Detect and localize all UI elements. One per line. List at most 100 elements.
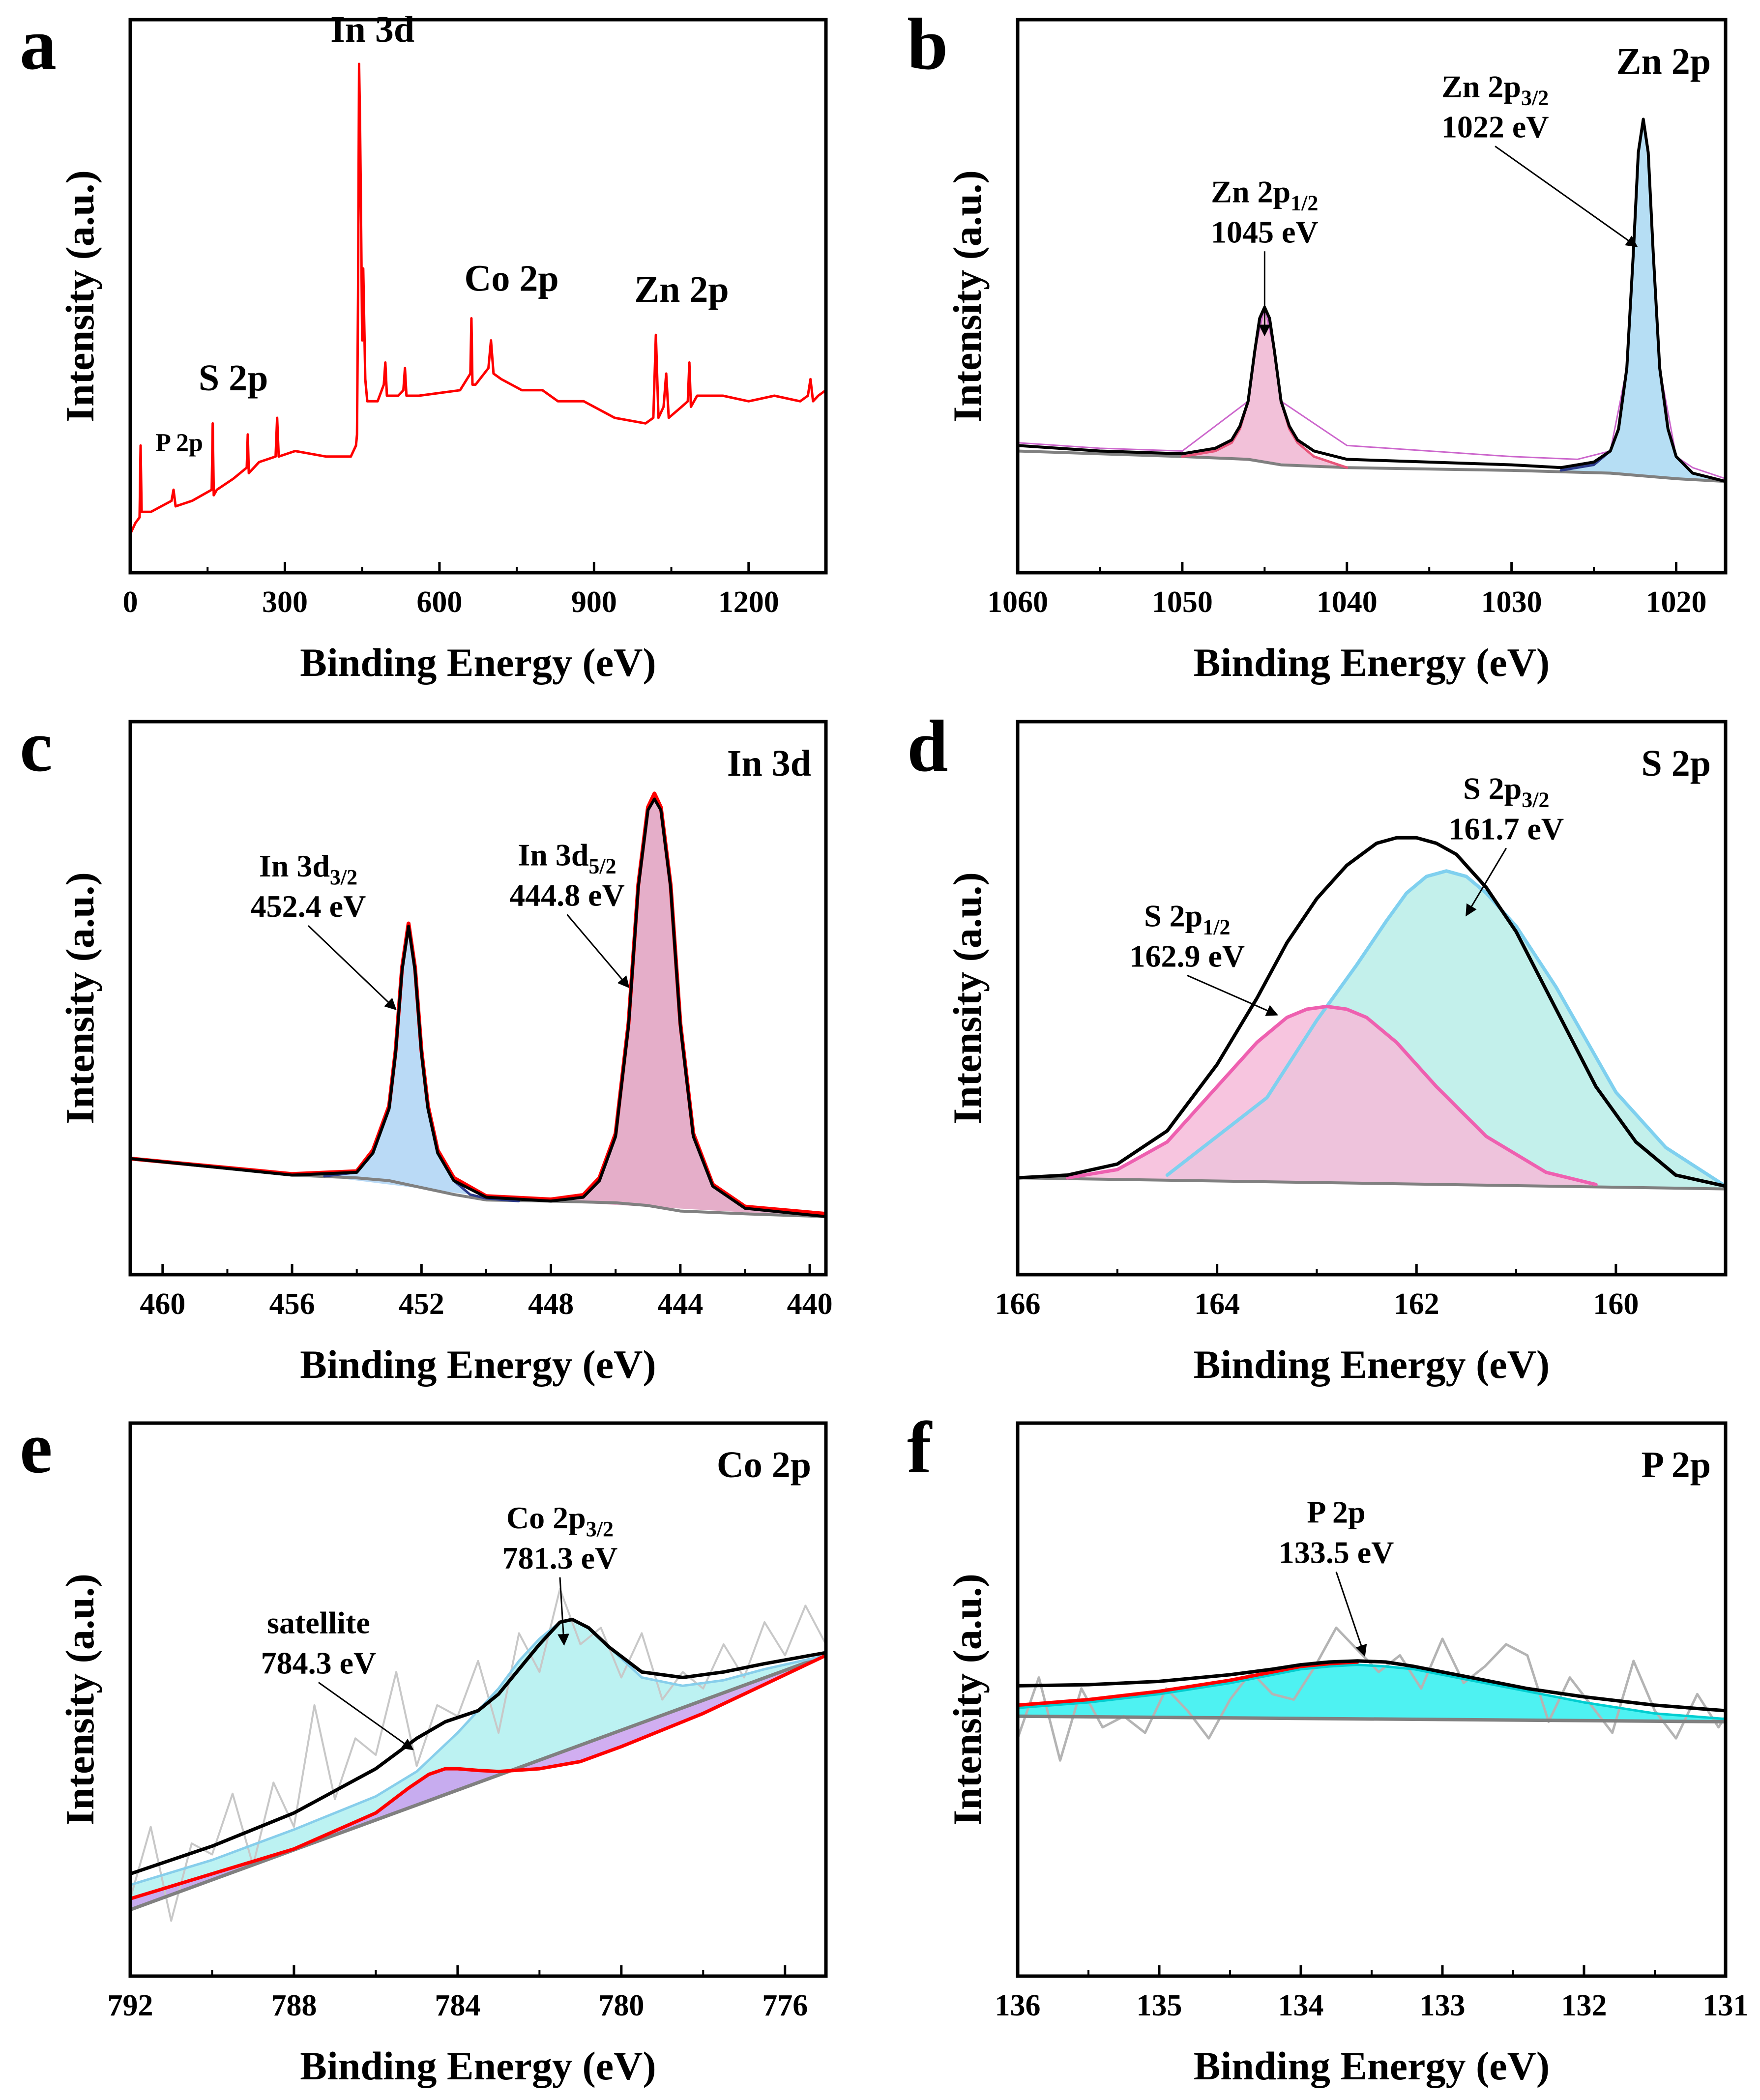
annotation-text: S 2p — [1144, 898, 1203, 933]
series-line-p-2p-component — [1018, 1663, 1726, 1721]
panel-letter: c — [20, 705, 53, 787]
plot-frame — [128, 720, 828, 1277]
annotation-arrow — [1187, 974, 1279, 1016]
plot-frame — [1016, 720, 1728, 1277]
x-axis-title: Binding Energy (eV) — [300, 1342, 656, 1387]
x-tick-label: 160 — [1593, 1287, 1639, 1321]
y-axis-title: Intensity (a.u.) — [945, 1574, 990, 1826]
plot-area — [1018, 117, 1726, 483]
x-tick-label: 164 — [1194, 1287, 1240, 1321]
x-axis-title: Binding Energy (eV) — [1194, 1342, 1550, 1387]
panel-header: S 2p — [1641, 743, 1711, 784]
x-tick-label: 131 — [1703, 1989, 1749, 2022]
x-tick-label: 1200 — [718, 585, 779, 619]
y-axis-title: Intensity (a.u.) — [945, 872, 990, 1124]
x-axis-title: Binding Energy (eV) — [300, 640, 656, 685]
annotation-value: 162.9 eV — [1129, 938, 1245, 973]
series-fill-s-2p1-2-component — [1067, 1006, 1596, 1187]
panel-header: Zn 2p — [1616, 41, 1711, 82]
x-tick-label: 300 — [262, 585, 308, 619]
annotation-value: 781.3 eV — [502, 1541, 618, 1575]
series-line-co-2p3-2-component — [130, 1618, 826, 1886]
annotation-value: 161.7 eV — [1448, 812, 1564, 846]
panel-letter: b — [907, 3, 948, 85]
x-tick-label: 452 — [399, 1287, 444, 1321]
x-tick-label: 788 — [271, 1989, 317, 2022]
annotation-label: Co 2p — [465, 258, 559, 299]
x-axis-title: Binding Energy (eV) — [300, 2043, 656, 2088]
annotation-text: In 3d — [518, 838, 588, 873]
panel-c: 460 456 452 448 444 440 Binding Energy (eV) Int… — [20, 705, 833, 1387]
annotation-label: S 2p1/2 — [1144, 898, 1230, 939]
panel-letter: e — [20, 1407, 53, 1488]
annotation-subscript: 5/2 — [588, 854, 616, 878]
x-tick-label: 448 — [528, 1287, 574, 1321]
x-tick-label: 135 — [1137, 1989, 1182, 2022]
annotation-text: Zn 2p — [1211, 174, 1291, 209]
x-tick-label: 600 — [416, 585, 462, 619]
annotation-label: S 2p — [199, 357, 268, 399]
annotation-subscript: 1/2 — [1203, 915, 1230, 939]
annotation-label: Zn 2p3/2 — [1441, 69, 1549, 110]
series-fill-p-2p-component — [1018, 1664, 1726, 1722]
series-line-survey — [130, 62, 826, 535]
x-tick-label: 900 — [571, 585, 617, 619]
plot-frame — [1016, 18, 1728, 575]
annotation-label: In 3d — [330, 9, 414, 50]
series-line-fit-envelope — [1018, 836, 1726, 1188]
plot-area — [1018, 836, 1726, 1191]
annotation: In 3d — [330, 9, 414, 50]
annotation-text: satellite — [267, 1605, 370, 1640]
annotation-text: S 2p — [199, 357, 268, 399]
series-line-s-2p1-2-component — [1065, 1004, 1598, 1187]
panel-f: 136 135 134 133 132 131 Binding Energy (eV) Int… — [907, 1407, 1749, 2088]
annotation-subscript: 3/2 — [1521, 86, 1549, 110]
annotation-arrow — [1466, 847, 1507, 917]
x-tick-label: 776 — [762, 1989, 808, 2022]
annotation: Zn 2p — [634, 269, 729, 310]
y-axis-title: Intensity (a.u.) — [945, 170, 990, 422]
annotation-text: Zn 2p — [1441, 69, 1521, 104]
annotation: S 2p — [199, 357, 268, 399]
panel-header: Co 2p — [717, 1444, 811, 1486]
annotation: Co 2p — [465, 258, 559, 299]
annotation-value: 1045 eV — [1211, 214, 1319, 249]
y-axis-title: Intensity (a.u.) — [58, 1574, 102, 1826]
annotation-text: P 2p — [155, 429, 203, 457]
plot-area — [130, 62, 826, 535]
series-fill-zn-2p3-2-component — [1561, 119, 1726, 482]
series-line-background — [1018, 1714, 1726, 1723]
annotation-subscript: 3/2 — [1522, 788, 1549, 812]
annotation-label: Co 2p3/2 — [506, 1500, 614, 1541]
x-tick-label: 780 — [598, 1989, 644, 2022]
series-line-raw-data — [130, 791, 826, 1216]
x-tick-label: 136 — [995, 1989, 1041, 2022]
x-tick-label: 792 — [108, 1989, 153, 2022]
annotation-label: S 2p3/2 — [1463, 771, 1549, 812]
annotation-value: 452.4 eV — [251, 889, 366, 924]
annotation-value: 444.8 eV — [509, 878, 625, 913]
annotation-subscript: 1/2 — [1291, 191, 1318, 215]
x-axis-title: Binding Energy (eV) — [1194, 2043, 1550, 2088]
x-tick-label: 784 — [435, 1989, 480, 2022]
annotation-text: P 2p — [1307, 1495, 1365, 1530]
x-tick-label: 162 — [1394, 1287, 1439, 1321]
annotation-label: satellite — [267, 1605, 370, 1640]
y-axis-title: Intensity (a.u.) — [58, 170, 102, 422]
x-tick-label: 166 — [995, 1287, 1041, 1321]
panel-d: 166 164 162 160 Binding Energy (eV) Intensity… — [907, 705, 1728, 1387]
panel-a: 0 300 600 900 1200 Binding Energy (eV) Intensi… — [20, 3, 828, 685]
series-fill-co-2p3-2-component — [130, 1619, 826, 1910]
x-tick-label: 132 — [1561, 1989, 1607, 2022]
x-tick-label: 1020 — [1646, 585, 1707, 619]
panel-letter: a — [20, 3, 57, 85]
series-line-fit-envelope — [1018, 1659, 1726, 1713]
plot-frame — [128, 1421, 828, 1978]
series-line-background — [1018, 1176, 1726, 1191]
plot-area — [130, 1588, 826, 1922]
annotation-text: Co 2p — [465, 258, 559, 299]
